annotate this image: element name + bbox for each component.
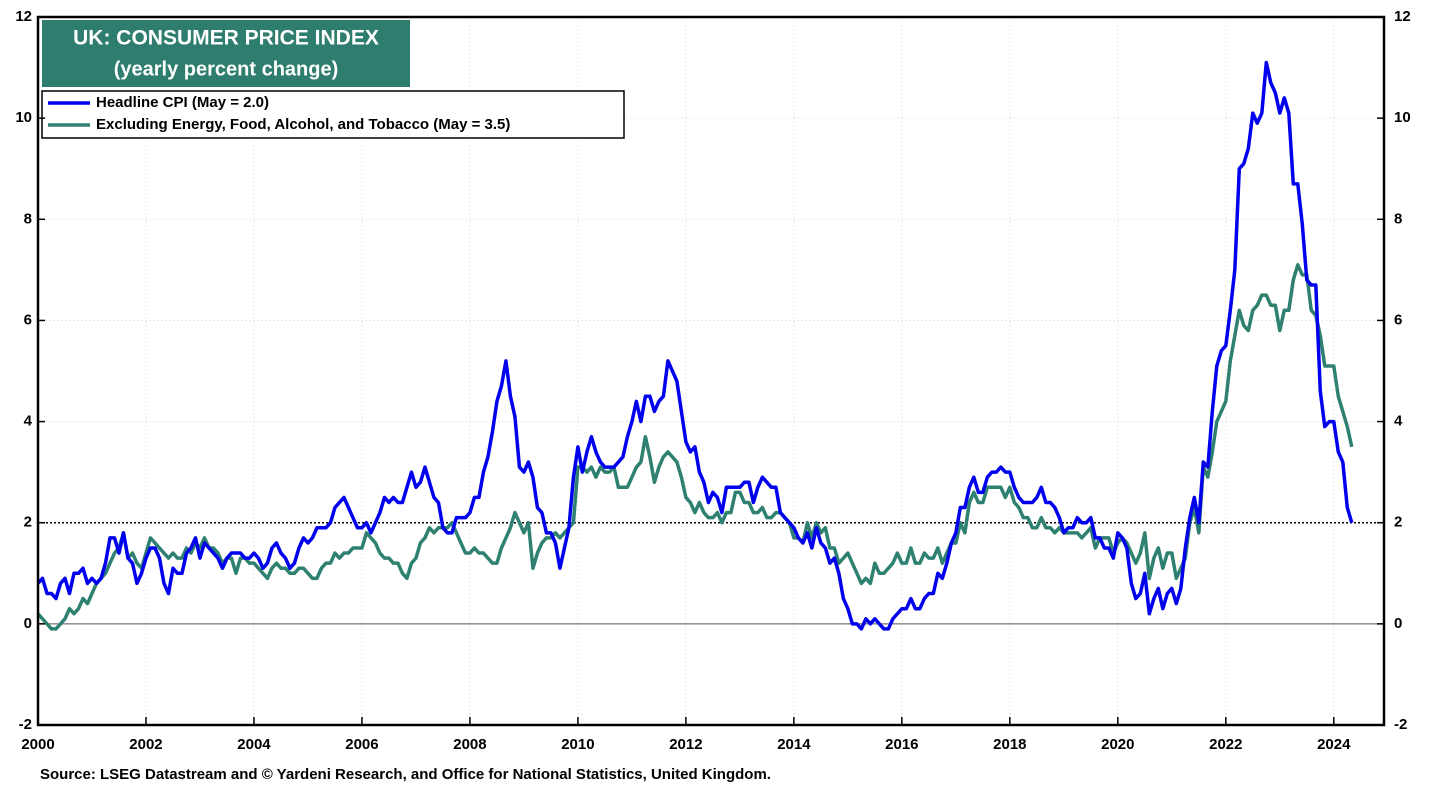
- x-tick-label: 2006: [345, 736, 378, 753]
- x-tick-label: 2000: [21, 736, 54, 753]
- y2-tick-label: 10: [1394, 109, 1411, 126]
- y2-tick-label: 0: [1394, 615, 1402, 632]
- legend-label: Headline CPI (May = 2.0): [96, 94, 269, 111]
- plot-frame: [36, 15, 1386, 727]
- chart-title: UK: CONSUMER PRICE INDEX: [73, 27, 379, 50]
- y-tick-label: 0: [24, 615, 32, 632]
- x-tick-label: 2024: [1317, 736, 1351, 753]
- x-tick-label: 2016: [885, 736, 918, 753]
- y2-tick-label: -2: [1394, 716, 1407, 733]
- source-note: Source: LSEG Datastream and © Yardeni Re…: [40, 766, 771, 783]
- y-tick-label: -2: [19, 716, 32, 733]
- series-line: [36, 60, 1354, 631]
- series-line: [36, 263, 1354, 631]
- x-tick-label: 2020: [1101, 736, 1134, 753]
- y-tick-label: 4: [24, 413, 33, 430]
- y-tick-label: 12: [15, 8, 32, 25]
- y2-tick-label: 2: [1394, 514, 1402, 531]
- x-tick-label: 2002: [129, 736, 162, 753]
- x-tick-label: 2014: [777, 736, 811, 753]
- x-tick-label: 2004: [237, 736, 271, 753]
- y-tick-label: 10: [15, 109, 32, 126]
- legend-label: Excluding Energy, Food, Alcohol, and Tob…: [96, 116, 510, 133]
- chart-subtitle: (yearly percent change): [114, 58, 339, 80]
- x-tick-label: 2012: [669, 736, 702, 753]
- title-box: [42, 20, 410, 87]
- y2-tick-label: 4: [1394, 413, 1403, 430]
- y2-tick-label: 12: [1394, 8, 1411, 25]
- y2-tick-label: 8: [1394, 210, 1402, 227]
- y-tick-label: 8: [24, 210, 32, 227]
- x-tick-label: 2008: [453, 736, 486, 753]
- x-tick-label: 2010: [561, 736, 594, 753]
- x-tick-label: 2022: [1209, 736, 1242, 753]
- x-tick-label: 2018: [993, 736, 1026, 753]
- y-tick-label: 6: [24, 311, 32, 328]
- y-tick-label: 2: [24, 514, 32, 531]
- legend-box: [41, 90, 625, 139]
- y2-tick-label: 6: [1394, 311, 1402, 328]
- series-lines: [36, 60, 1354, 631]
